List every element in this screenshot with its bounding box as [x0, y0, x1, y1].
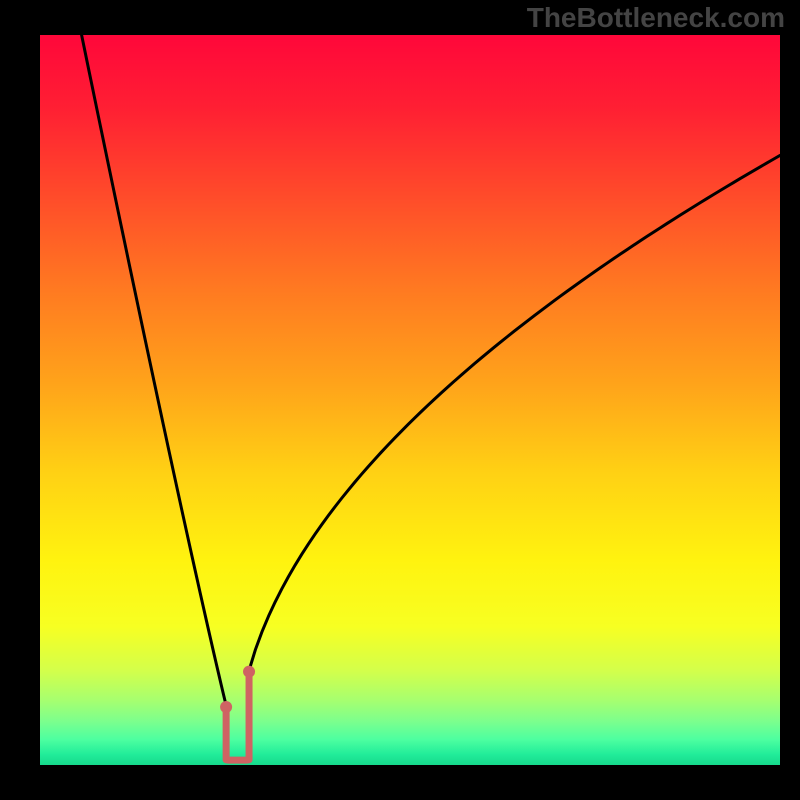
watermark-text: TheBottleneck.com: [527, 2, 785, 34]
plot-area: [40, 35, 780, 765]
chart-container: { "watermark": { "text": "TheBottleneck.…: [0, 0, 800, 800]
gradient-background: [40, 35, 780, 765]
